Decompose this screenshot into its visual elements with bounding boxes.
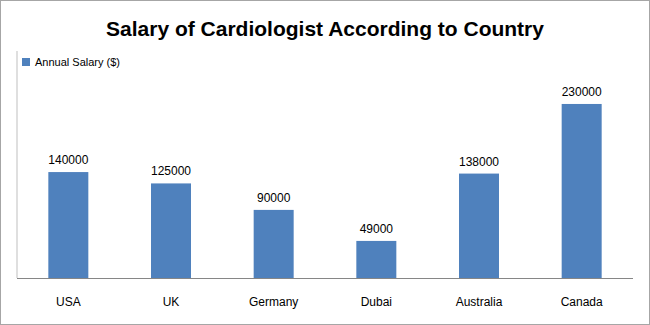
legend: Annual Salary ($) <box>22 56 120 68</box>
chart-title: Salary of Cardiologist According to Coun… <box>106 17 544 40</box>
chart-container: Salary of Cardiologist According to Coun… <box>0 0 650 325</box>
legend-swatch <box>22 58 30 66</box>
x-tick-label: USA <box>56 295 81 309</box>
data-label: 230000 <box>562 85 602 99</box>
data-label: 49000 <box>360 222 394 236</box>
bar <box>562 104 602 278</box>
data-label: 138000 <box>459 155 499 169</box>
x-tick-label: Germany <box>249 295 298 309</box>
bar <box>151 183 191 278</box>
bar <box>254 210 294 278</box>
x-tick-label: Australia <box>456 295 503 309</box>
bars <box>48 104 601 278</box>
x-tick-label: UK <box>163 295 180 309</box>
x-tick-label: Dubai <box>361 295 392 309</box>
bar <box>459 174 499 278</box>
labels: 140000 125000 90000 49000 138000 230000 USA UK G… <box>48 85 603 309</box>
data-label: 125000 <box>151 164 191 178</box>
bar <box>356 241 396 278</box>
legend-label: Annual Salary ($) <box>35 56 120 68</box>
data-label: 140000 <box>48 153 88 167</box>
x-axis-line <box>17 278 633 279</box>
bar <box>48 172 88 278</box>
chart-frame <box>1 1 650 325</box>
data-label: 90000 <box>257 191 291 205</box>
y-axis-line <box>17 51 18 278</box>
chart-svg: Salary of Cardiologist According to Coun… <box>0 0 650 325</box>
x-tick-label: Canada <box>561 295 603 309</box>
